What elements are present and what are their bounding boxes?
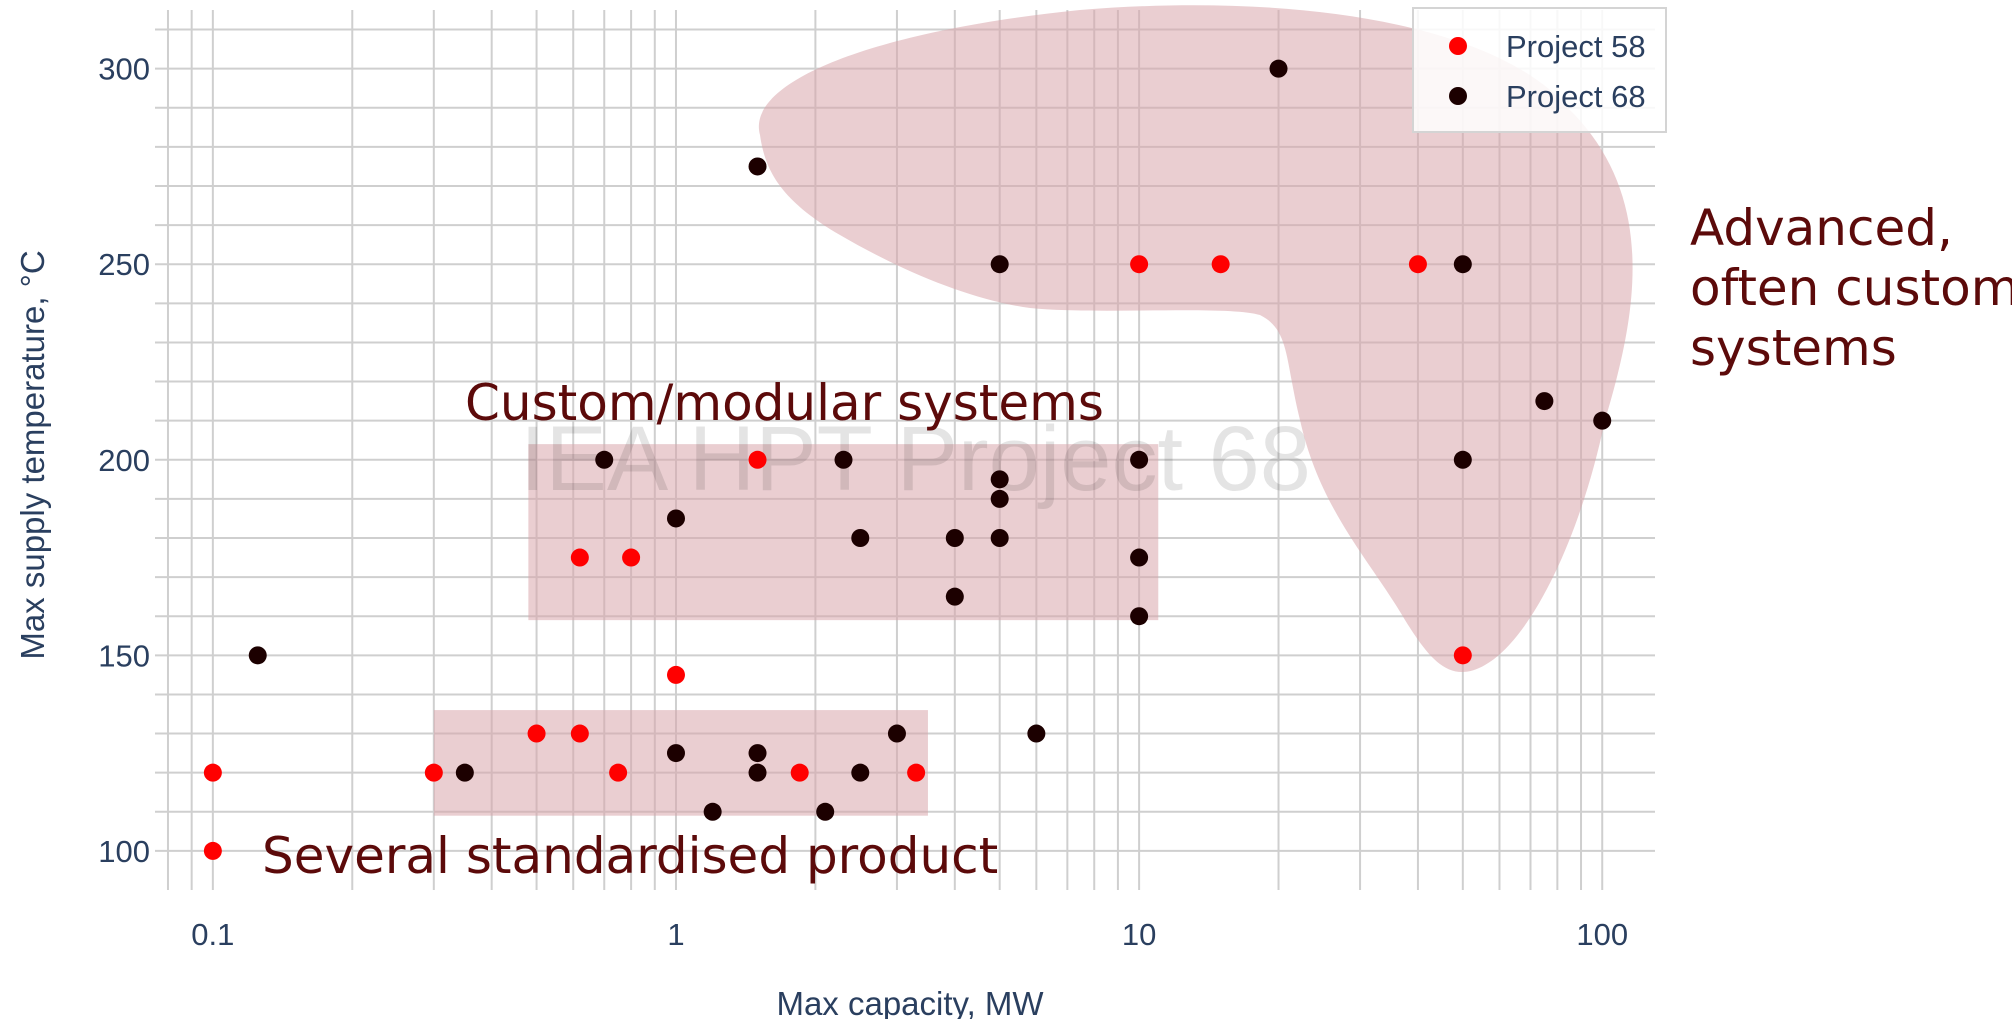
data-point — [666, 744, 685, 763]
legend-label: Project 58 — [1506, 29, 1646, 64]
highlight-region — [433, 710, 928, 816]
data-point — [570, 548, 589, 567]
data-point — [816, 802, 835, 821]
legend-marker — [1449, 87, 1467, 105]
data-points — [203, 59, 1612, 860]
x-tick-label: 0.1 — [191, 917, 234, 952]
data-point — [1453, 646, 1472, 665]
watermark: IEA HPT Project 68 — [520, 408, 1311, 510]
y-axis-title: Max supply temperature, °C — [14, 250, 51, 659]
x-tick-label: 100 — [1576, 917, 1628, 952]
data-point — [703, 802, 722, 821]
data-point — [1408, 255, 1427, 274]
data-point — [945, 587, 964, 606]
data-point — [1130, 548, 1149, 567]
annotations: Several standardised product Custom/modul… — [262, 199, 2012, 885]
data-point — [595, 450, 614, 469]
data-point — [1211, 255, 1230, 274]
data-point — [990, 529, 1009, 547]
data-point — [1130, 607, 1149, 626]
data-point — [455, 763, 474, 782]
data-point — [248, 646, 267, 665]
y-tick-label: 100 — [98, 834, 150, 869]
data-point — [666, 509, 685, 528]
data-point — [748, 450, 767, 469]
y-tick-label: 150 — [98, 638, 150, 673]
data-point — [990, 255, 1009, 274]
annotation-line: systems — [1690, 319, 1897, 377]
data-point — [1130, 255, 1149, 274]
data-point — [790, 763, 809, 782]
legend-box — [1412, 7, 1667, 133]
data-point — [203, 841, 222, 860]
annotation-line: Advanced, — [1690, 199, 1953, 257]
highlight-region — [528, 444, 1159, 621]
data-point — [887, 724, 906, 743]
data-point — [748, 763, 767, 782]
data-point — [748, 744, 767, 763]
data-point — [990, 470, 1009, 489]
data-point — [990, 489, 1009, 508]
annotation-line: Custom/modular systems — [465, 374, 1104, 432]
annotation-line: often custom — [1690, 259, 2012, 317]
annotation-line: Several standardised product — [262, 827, 998, 885]
annotation: Custom/modular systems — [465, 374, 1104, 432]
data-point — [527, 724, 546, 743]
data-point — [851, 529, 870, 547]
x-tick-label: 10 — [1122, 917, 1156, 952]
data-point — [1269, 59, 1288, 78]
highlight-regions — [433, 5, 1633, 816]
data-point — [622, 548, 641, 567]
data-point — [1453, 450, 1472, 469]
x-axis-title: Max capacity, MW — [776, 985, 1044, 1019]
y-tick-label: 250 — [98, 247, 150, 282]
legend-marker — [1449, 37, 1467, 55]
y-tick-label: 200 — [98, 443, 150, 478]
x-tick-label: 1 — [667, 917, 684, 952]
data-point — [424, 763, 443, 782]
data-point — [1593, 411, 1612, 430]
highlight-region — [758, 5, 1633, 673]
y-tick-label: 300 — [98, 52, 150, 87]
annotation: Advanced, often custom systems — [1690, 199, 2012, 377]
data-point — [945, 529, 964, 547]
data-point — [666, 665, 685, 684]
legend-label: Project 68 — [1506, 79, 1646, 114]
tick-labels: 0.1 1 10 100 100 150 200 250 300 — [98, 52, 1628, 952]
data-point — [907, 763, 926, 782]
data-point — [851, 763, 870, 782]
data-point — [1453, 255, 1472, 274]
data-point — [570, 724, 589, 743]
data-point — [1535, 392, 1554, 411]
data-point — [834, 450, 853, 469]
data-point — [748, 157, 767, 176]
data-point — [1130, 450, 1149, 469]
legend[interactable]: Project 58 Project 68 — [1412, 7, 1667, 133]
data-point — [203, 763, 222, 782]
data-point — [609, 763, 628, 782]
data-point — [1027, 724, 1046, 743]
annotation: Several standardised product — [262, 827, 998, 885]
